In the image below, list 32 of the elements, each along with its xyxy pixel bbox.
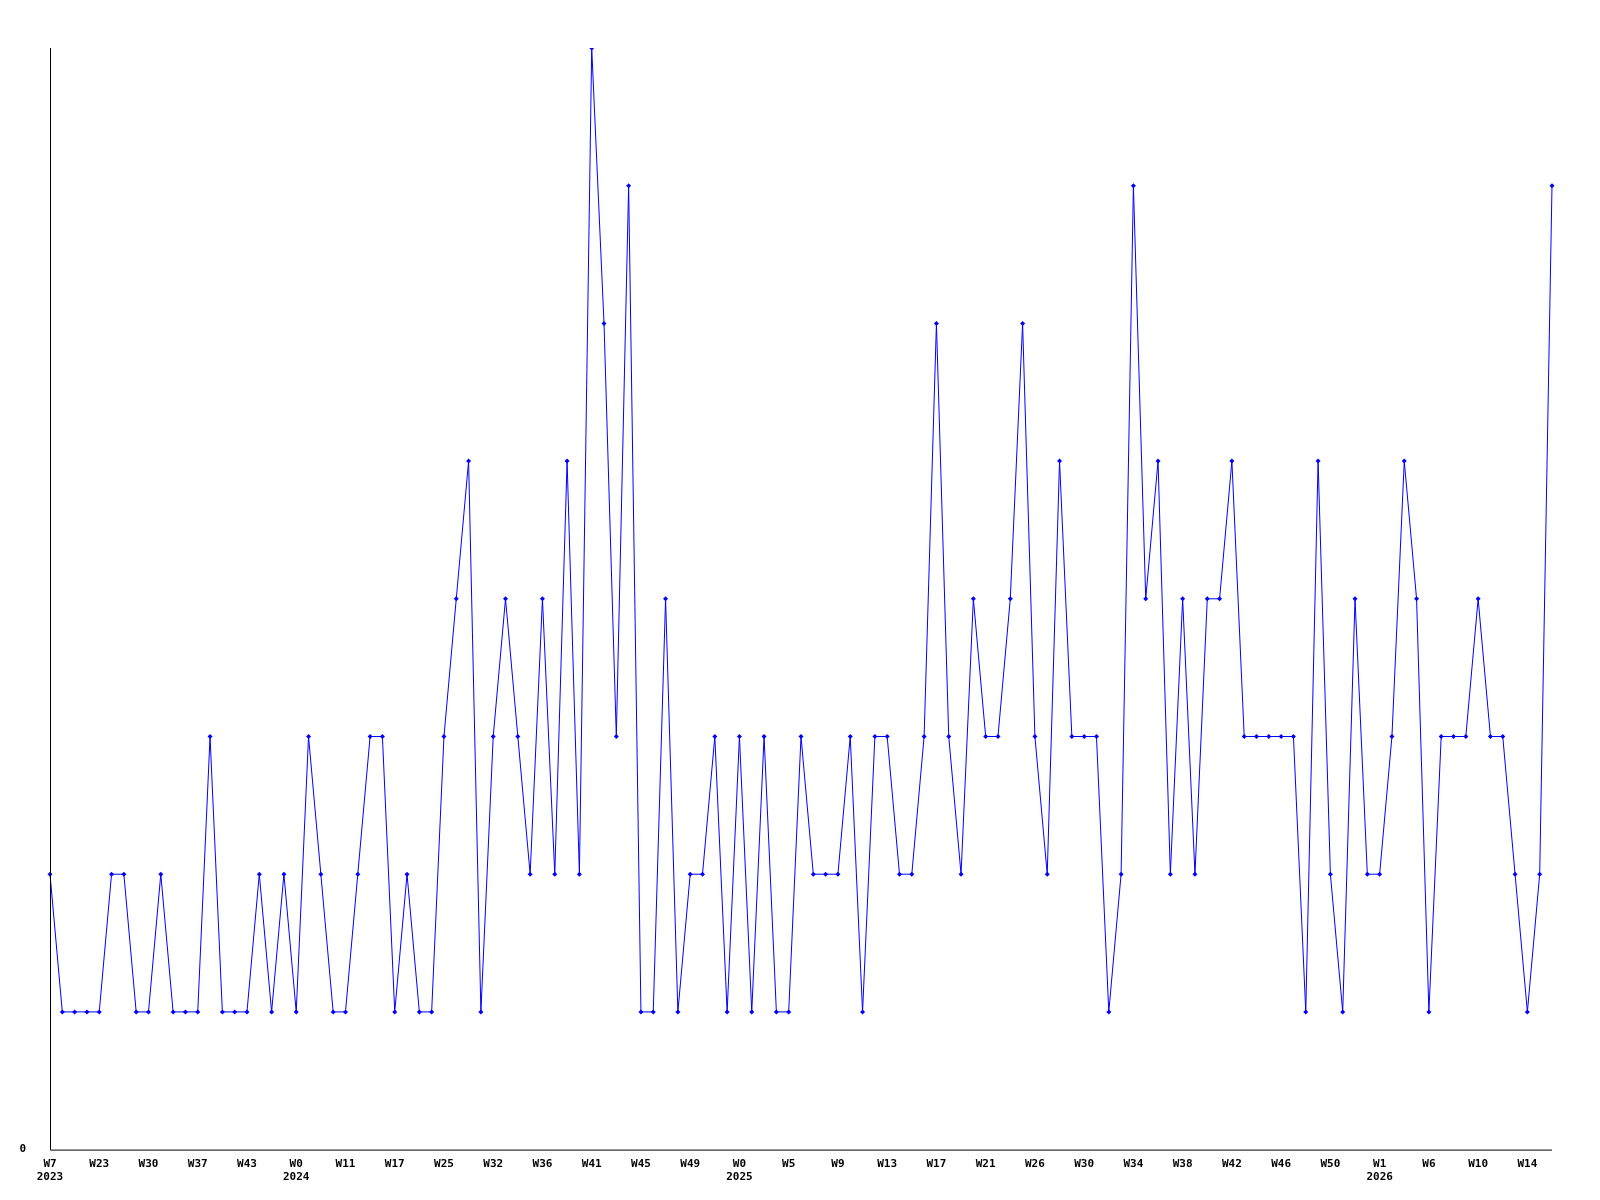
x-tick-label: W11 <box>335 1157 356 1171</box>
x-tick-label: W34 <box>1123 1157 1144 1171</box>
x-tick-label: W23 <box>89 1157 110 1171</box>
x-tick-label: W14 <box>1517 1157 1538 1171</box>
x-tick-label: W30 <box>138 1157 159 1171</box>
x-tick-label: W10 <box>1468 1157 1489 1171</box>
x-tick-label: W42 <box>1221 1157 1242 1171</box>
x-tick-label: W9 <box>831 1157 845 1171</box>
x-tick-label: W49 <box>680 1157 701 1171</box>
x-tick-label: W30 <box>1074 1157 1095 1171</box>
x-tick-label: W7 2023 <box>36 1157 64 1184</box>
x-tick-label: W43 <box>237 1157 257 1171</box>
x-tick-label: W38 <box>1172 1157 1193 1171</box>
x-tick-label: W5 <box>782 1157 796 1171</box>
x-tick-label: W25 <box>434 1157 454 1171</box>
x-tick-label: W13 <box>877 1157 898 1171</box>
x-tick-label: W45 <box>631 1157 651 1171</box>
x-tick-label: W50 <box>1320 1157 1341 1171</box>
x-tick-label: W0 2024 <box>282 1157 310 1184</box>
x-tick-label: W32 <box>483 1157 504 1171</box>
x-tick-label: W46 <box>1271 1157 1292 1171</box>
x-tick-label: W17 <box>384 1157 405 1171</box>
x-tick-label: W36 <box>532 1157 553 1171</box>
x-tick-label: W37 <box>187 1157 208 1171</box>
x-tick-label: W17 <box>926 1157 947 1171</box>
text: 0 <box>19 1142 26 1156</box>
x-tick-label: W6 <box>1422 1157 1436 1171</box>
x-tick-label: W21 <box>975 1157 996 1171</box>
x-tick-label: W0 2025 <box>726 1157 753 1184</box>
x-tick-label: W26 <box>1024 1157 1046 1171</box>
x-tick-label: W1 2026 <box>1366 1157 1394 1184</box>
x-tick-label: W41 <box>581 1157 603 1171</box>
